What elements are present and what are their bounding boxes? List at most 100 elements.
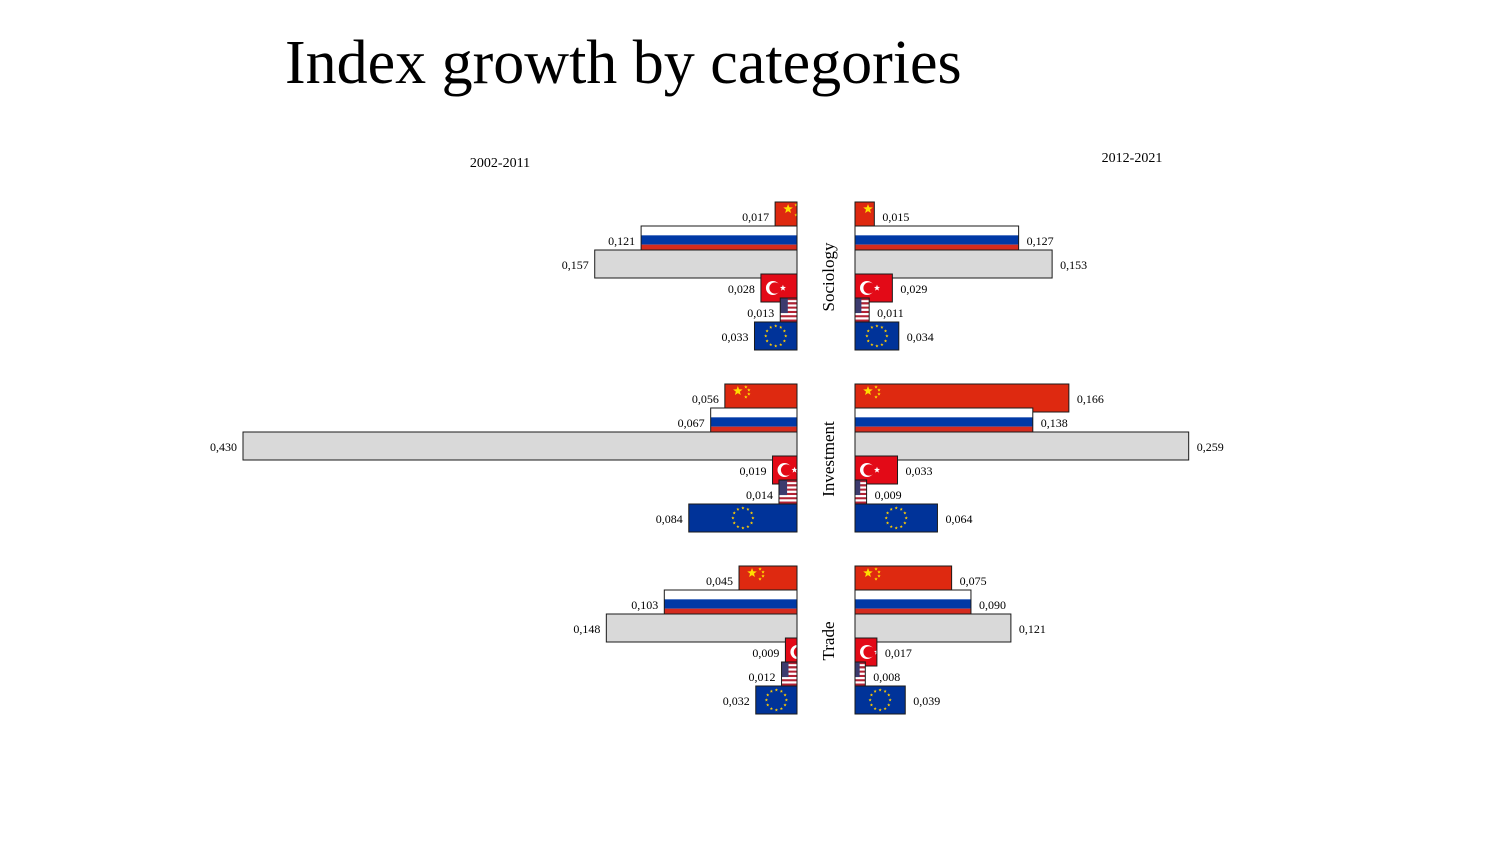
flag-star	[747, 568, 757, 578]
flag-star	[866, 339, 870, 343]
bar-right-turkey-flag	[854, 455, 899, 485]
data-label: 0,012	[749, 670, 776, 684]
flag-star	[761, 570, 765, 574]
data-label: 0,013	[747, 306, 774, 320]
flag-canton	[855, 480, 861, 496]
turkey-flag	[855, 456, 898, 484]
flag-star	[774, 708, 778, 712]
flag-star	[883, 339, 888, 343]
data-label: 0,017	[742, 210, 769, 224]
flag-star	[887, 703, 891, 707]
flag-star	[877, 388, 881, 392]
flag-stripe	[855, 683, 866, 686]
flag-stripe	[855, 670, 866, 673]
period-label-left: 2002-2011	[470, 156, 530, 171]
russia-flag	[664, 590, 797, 618]
data-label: 0,153	[1060, 258, 1087, 272]
bar-left-eu-flag	[753, 321, 798, 351]
turkey-flag	[855, 638, 877, 666]
flag-stripe	[855, 666, 866, 669]
flag-stripe	[780, 308, 797, 311]
bar-right-eu-flag	[854, 503, 938, 533]
bar-right-blank	[854, 249, 1053, 279]
flag-field	[739, 566, 797, 594]
flag-star	[769, 342, 773, 347]
flag-stripe	[855, 679, 866, 682]
flag-stripe	[781, 670, 797, 673]
flag-stripe	[855, 480, 867, 483]
flag-star	[875, 324, 879, 328]
china-flag	[775, 202, 797, 230]
bar-fill	[594, 250, 797, 278]
flag-stripe	[778, 497, 797, 500]
period-label-right: 2012-2021	[1102, 151, 1163, 166]
flag-stripe	[855, 306, 870, 309]
flag-stripe	[855, 488, 867, 491]
turkey-flag	[855, 274, 893, 302]
flag-stripe	[855, 501, 867, 504]
bar-right-blank	[854, 431, 1190, 461]
blank	[594, 250, 797, 278]
flag-stripe	[855, 298, 870, 301]
flag-stripe	[781, 668, 797, 671]
flag-stripe	[781, 677, 797, 680]
flag-stripe	[855, 315, 870, 318]
flag-stripe-red	[641, 244, 797, 254]
flag-star	[883, 689, 887, 693]
data-label: 0,121	[608, 234, 635, 248]
flag-star	[784, 698, 788, 702]
flag-stripe-red	[855, 608, 971, 618]
flag-stripe-red	[664, 608, 797, 618]
flag-star	[884, 516, 888, 520]
blank	[855, 250, 1053, 278]
flag-star	[731, 516, 735, 520]
bar-left-blank	[605, 613, 798, 643]
data-label: 0,034	[907, 330, 934, 344]
flag-stripe	[780, 298, 797, 301]
flag-star	[784, 334, 788, 338]
flag-stripe-red	[855, 426, 1033, 436]
bar-right-blank	[854, 613, 1012, 643]
flag-star	[873, 284, 881, 291]
blank	[855, 614, 1011, 642]
data-label: 0,103	[631, 598, 658, 612]
flag-stripe	[855, 674, 866, 678]
flag-stripe	[781, 672, 797, 675]
flag-stripe	[780, 315, 797, 318]
flag-star	[904, 516, 908, 520]
flag-stripe-white	[710, 408, 797, 418]
bar-outline	[605, 613, 798, 643]
bar-right-china-flag	[854, 383, 1070, 413]
flag-crescent-inner	[769, 282, 781, 294]
flag-star	[903, 521, 907, 525]
flag-stripe	[778, 499, 797, 502]
flag-star	[874, 567, 878, 571]
flag-star	[761, 574, 765, 578]
flag-star	[747, 392, 751, 396]
flag-stripe	[780, 302, 797, 305]
flag-star	[870, 325, 874, 329]
flag-stripe	[780, 304, 797, 307]
flag-star	[894, 526, 898, 530]
data-label: 0,138	[1041, 416, 1068, 430]
flag-star	[877, 210, 880, 213]
flag-star	[741, 506, 745, 510]
bar-fill	[243, 432, 797, 460]
flag-stripe	[855, 300, 870, 303]
flag-stripe-red	[710, 426, 797, 436]
flag-star	[888, 698, 892, 702]
data-label: 0,121	[1019, 622, 1046, 636]
bar-outline	[594, 249, 798, 279]
data-label: 0,033	[721, 330, 748, 344]
flag-star	[782, 339, 787, 343]
bar-fill	[606, 614, 797, 642]
flag-star	[877, 206, 880, 209]
flag-stripe	[781, 664, 797, 667]
flag-star	[774, 324, 778, 328]
flag-canton	[855, 662, 860, 678]
flag-star	[870, 342, 874, 347]
turkey-flag	[760, 274, 797, 302]
bar-left-china-flag	[774, 201, 798, 231]
data-label: 0,056	[692, 392, 719, 406]
russia-flag	[641, 226, 797, 254]
